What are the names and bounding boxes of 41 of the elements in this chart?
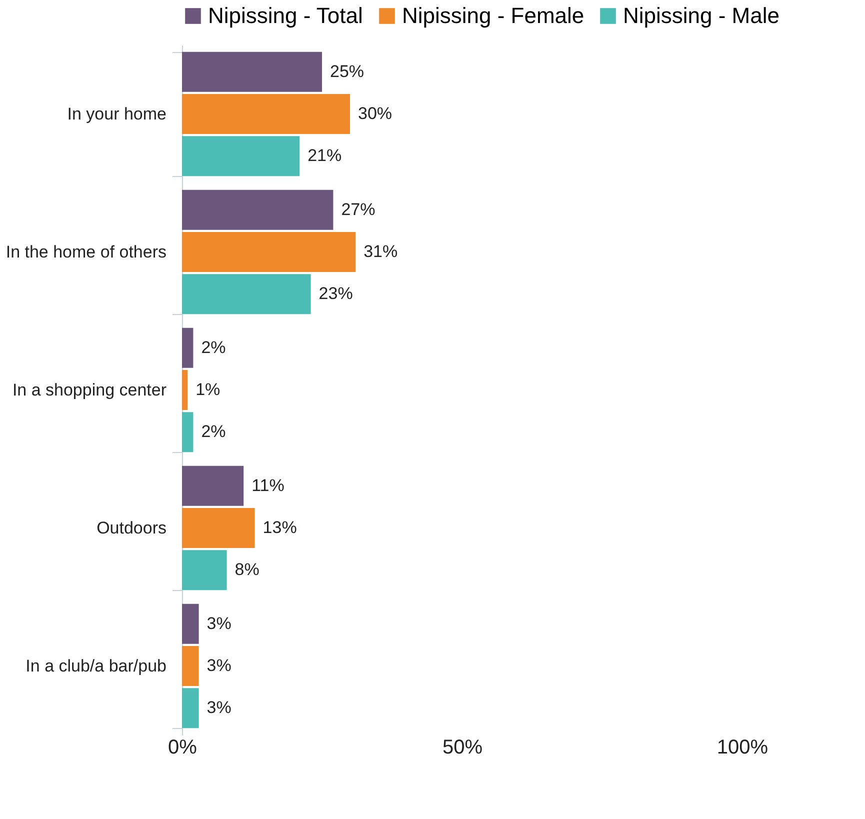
bar <box>182 328 194 368</box>
bar <box>182 370 188 410</box>
bar <box>182 94 350 134</box>
bar <box>182 466 244 506</box>
legend-label: Nipissing - Total <box>208 3 363 28</box>
data-label: 11% <box>252 476 284 495</box>
legend-label: Nipissing - Male <box>623 3 780 28</box>
y-tick-label: Outdoors <box>96 518 166 538</box>
bar <box>182 688 199 728</box>
bar <box>182 52 322 92</box>
y-tick-label: In your home <box>67 104 166 124</box>
data-label: 13% <box>262 518 297 537</box>
bar <box>182 508 255 548</box>
bar <box>182 136 300 176</box>
bar <box>182 232 356 272</box>
data-label: 31% <box>364 242 398 261</box>
data-label: 27% <box>341 200 376 219</box>
data-label: 30% <box>358 104 392 123</box>
data-label: 25% <box>330 62 364 81</box>
data-label: 21% <box>308 146 342 166</box>
data-label: 1% <box>196 380 220 399</box>
data-label: 3% <box>206 656 232 675</box>
legend-label: Nipissing - Female <box>402 3 584 28</box>
data-label: 8% <box>234 560 260 580</box>
x-tick-label: 50% <box>442 736 483 758</box>
x-tick-label: 100% <box>716 736 768 758</box>
data-label: 3% <box>206 614 232 633</box>
y-tick-label: In a shopping center <box>12 380 167 400</box>
bar <box>182 274 311 314</box>
data-label: 23% <box>318 284 353 304</box>
bar <box>182 190 334 230</box>
data-label: 3% <box>206 698 232 718</box>
bar <box>182 604 199 644</box>
bar <box>182 550 227 590</box>
data-label: 2% <box>201 338 226 357</box>
y-tick-label: In the home of others <box>6 242 166 262</box>
y-tick-label: In a club/a bar/pub <box>26 656 166 676</box>
x-tick-label: 0% <box>168 736 198 758</box>
bar <box>182 646 199 686</box>
data-label: 2% <box>201 422 226 442</box>
bar <box>182 412 194 452</box>
